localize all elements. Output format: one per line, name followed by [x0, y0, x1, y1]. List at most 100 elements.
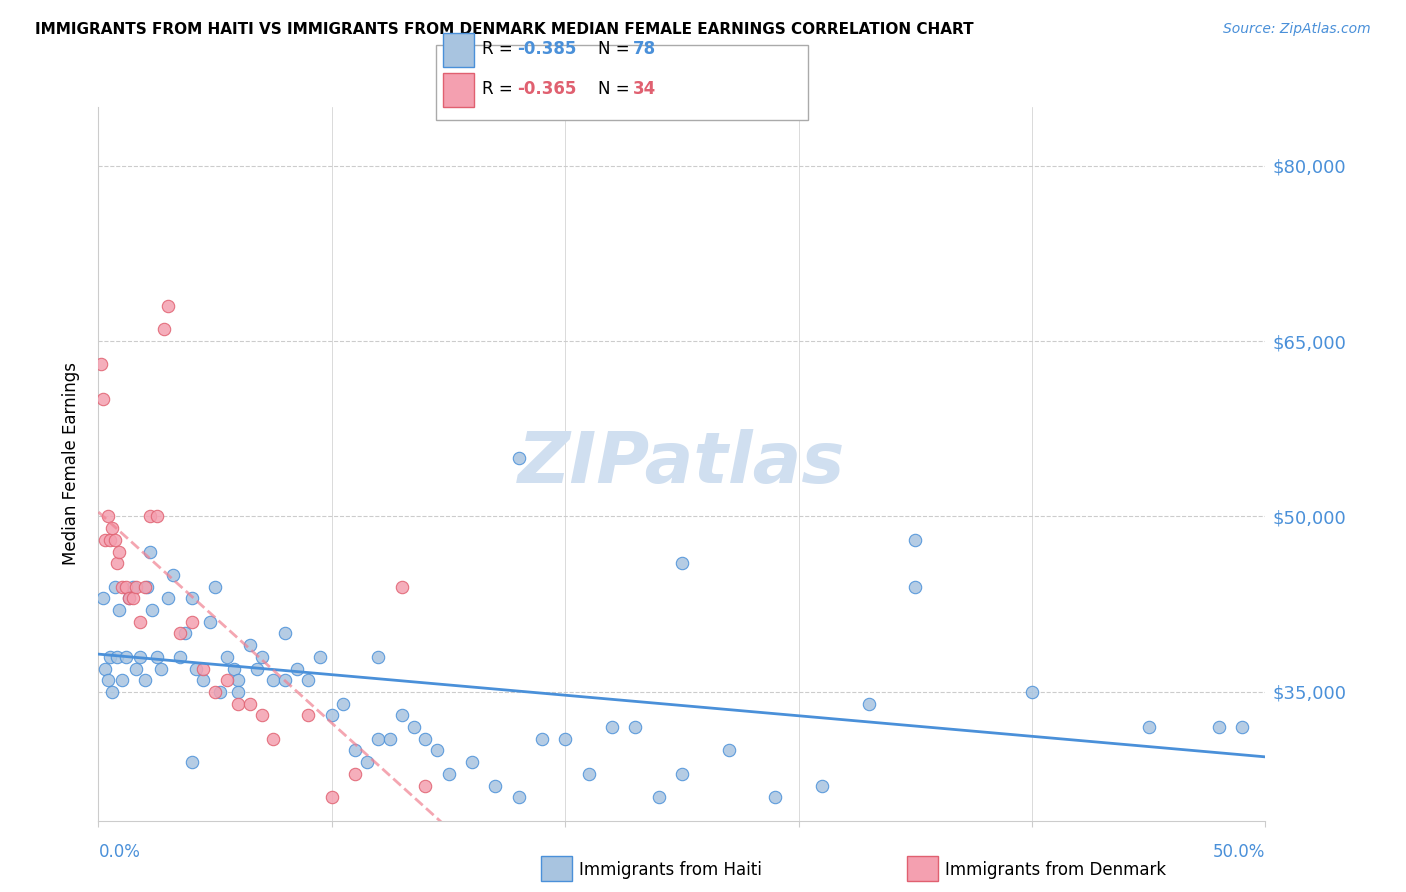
Point	[262, 731, 284, 746]
Point	[180, 615, 202, 629]
Point	[717, 743, 740, 757]
Point	[204, 580, 226, 594]
Point	[402, 720, 425, 734]
Point	[134, 580, 156, 594]
Point	[115, 649, 138, 664]
Point	[437, 767, 460, 781]
Point	[228, 673, 250, 688]
Point	[262, 673, 284, 688]
Text: ZIPatlas: ZIPatlas	[519, 429, 845, 499]
Point	[1230, 720, 1253, 734]
Point	[671, 556, 693, 570]
Point	[228, 685, 250, 699]
Point	[250, 708, 273, 723]
Point	[94, 662, 117, 676]
Text: Immigrants from Denmark: Immigrants from Denmark	[945, 861, 1166, 879]
Point	[208, 685, 231, 699]
Point	[204, 685, 226, 699]
Point	[530, 731, 553, 746]
Y-axis label: Median Female Earnings: Median Female Earnings	[62, 362, 80, 566]
Point	[367, 731, 389, 746]
Point	[413, 779, 436, 793]
Point	[1208, 720, 1230, 734]
Text: 78: 78	[633, 40, 655, 58]
Point	[200, 615, 222, 629]
Text: IMMIGRANTS FROM HAITI VS IMMIGRANTS FROM DENMARK MEDIAN FEMALE EARNINGS CORRELAT: IMMIGRANTS FROM HAITI VS IMMIGRANTS FROM…	[35, 22, 974, 37]
Point	[274, 673, 297, 688]
Point	[274, 626, 297, 640]
Point	[91, 591, 114, 606]
Point	[413, 731, 436, 746]
Point	[297, 673, 319, 688]
Point	[101, 685, 124, 699]
Point	[122, 591, 145, 606]
Point	[169, 626, 191, 640]
Point	[321, 790, 343, 805]
Point	[671, 767, 693, 781]
Point	[129, 615, 152, 629]
Point	[146, 509, 169, 524]
Point	[157, 299, 180, 313]
Point	[98, 649, 121, 664]
Point	[136, 580, 159, 594]
Point	[763, 790, 786, 805]
Point	[104, 533, 127, 547]
Text: 34: 34	[633, 80, 657, 98]
Point	[1021, 685, 1043, 699]
Point	[391, 580, 413, 594]
Point	[115, 580, 138, 594]
Point	[108, 603, 131, 617]
Point	[344, 743, 367, 757]
Point	[90, 358, 112, 372]
Text: N =: N =	[598, 80, 634, 98]
Point	[129, 649, 152, 664]
Text: N =: N =	[598, 40, 634, 58]
Point	[624, 720, 647, 734]
Point	[94, 533, 117, 547]
Point	[111, 580, 134, 594]
Point	[118, 591, 141, 606]
Point	[146, 649, 169, 664]
Point	[578, 767, 600, 781]
Point	[180, 591, 202, 606]
Point	[356, 755, 378, 769]
Point	[152, 322, 174, 336]
Point	[180, 755, 202, 769]
Text: 0.0%: 0.0%	[98, 843, 141, 861]
Text: -0.385: -0.385	[517, 40, 576, 58]
Point	[811, 779, 834, 793]
Point	[367, 649, 389, 664]
Text: R =: R =	[482, 40, 519, 58]
Text: Source: ZipAtlas.com: Source: ZipAtlas.com	[1223, 22, 1371, 37]
Point	[321, 708, 343, 723]
Point	[239, 697, 262, 711]
Point	[508, 790, 530, 805]
Point	[904, 533, 927, 547]
Point	[1137, 720, 1160, 734]
Point	[344, 767, 367, 781]
Point	[332, 697, 354, 711]
Point	[193, 673, 215, 688]
Point	[141, 603, 163, 617]
Point	[246, 662, 269, 676]
Point	[105, 556, 128, 570]
Point	[105, 649, 128, 664]
Point	[222, 662, 245, 676]
Point	[134, 673, 156, 688]
Point	[157, 591, 180, 606]
Point	[125, 662, 148, 676]
Point	[215, 673, 238, 688]
Point	[215, 649, 238, 664]
Point	[122, 580, 145, 594]
Point	[600, 720, 623, 734]
Point	[461, 755, 484, 769]
Point	[173, 626, 195, 640]
Point	[193, 662, 215, 676]
Point	[139, 509, 162, 524]
Point	[858, 697, 880, 711]
Text: -0.365: -0.365	[517, 80, 576, 98]
Point	[186, 662, 208, 676]
Point	[426, 743, 449, 757]
Text: R =: R =	[482, 80, 519, 98]
Point	[97, 509, 120, 524]
